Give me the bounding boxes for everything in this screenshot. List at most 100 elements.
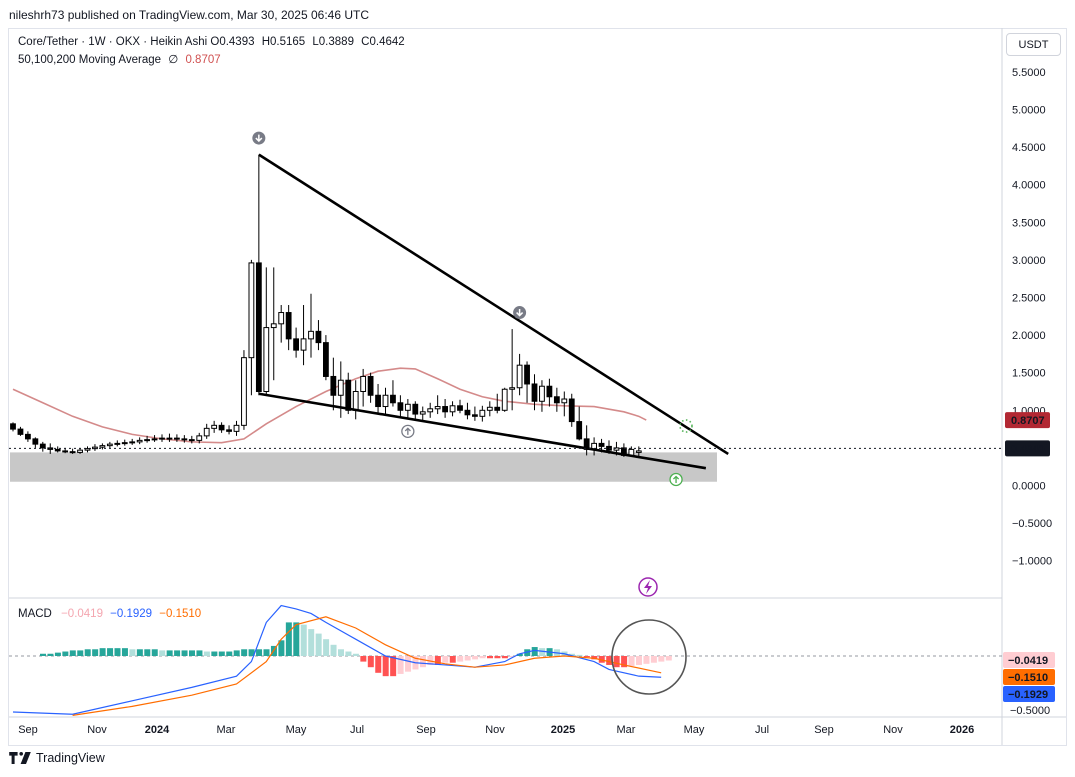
macd-hist-bar [665,656,672,661]
candle-body [315,330,322,344]
macd-hist-bar [323,639,330,656]
macd-hist-bar [136,649,143,656]
macd-hist-bar [650,656,657,663]
annotation-circle [611,619,687,695]
price-tick-label: 3.0000 [1012,255,1046,267]
time-tick-label: Nov [485,724,505,736]
close-value: C0.4642 [361,36,405,48]
macd-hist-bar [442,656,449,663]
candle-body [54,448,61,452]
macd-hist-bar [509,656,516,658]
ma-price-label: 0.8707 [1011,415,1045,427]
candle-body [472,414,478,417]
upper-trendline [258,153,729,456]
macd-hist-bar [613,656,620,668]
macd-hist-bar [583,656,590,658]
macd-axis-label: −0.1510 [1008,672,1048,684]
macd-axis-label-bg [1003,669,1055,685]
macd-line [12,604,662,715]
candle-body [464,409,471,416]
macd-hist-bar [248,649,255,656]
time-tick-label: Mar [617,724,636,736]
price-tick-label: 2.0000 [1012,330,1046,342]
macd-hist-bar [151,649,158,656]
macd-hist-bar [449,656,456,663]
candle-body [360,375,367,392]
macd-hist-bar [434,656,441,665]
candle-body [114,442,121,445]
candle-body [561,398,568,404]
macd-hist-bar [345,651,352,656]
currency-button[interactable]: USDT [1006,33,1061,56]
macd-hist-bar [360,656,367,662]
macd-hist-bar [129,649,136,656]
candle-body [367,375,374,396]
candle-body [308,330,314,340]
low-value: L0.3889 [312,36,354,48]
candle-body [278,312,285,325]
candle-body [25,433,31,440]
candle-body [382,394,389,408]
candle-body [598,442,605,447]
loading-spinner-icon [679,419,693,433]
macd-hist-bar [256,649,263,656]
macd-hist-bar [54,652,61,656]
macd-hist-bar [308,629,315,656]
macd-signal-value: −0.1510 [159,608,202,620]
price-tick-label: 4.0000 [1012,180,1046,192]
candle-body [136,439,143,443]
macd-hist-bar [367,656,374,668]
macd-hist-bar [606,656,613,665]
price-tick-label: 0.0000 [1012,481,1046,493]
time-tick-label: 2024 [145,724,170,736]
candle-body [457,405,463,411]
macd-hist-bar [315,633,322,656]
candle-body [434,406,441,410]
publisher-line: nileshrh73 published on TradingView.com,… [9,8,369,22]
candle-body [106,443,113,447]
ma-value: 0.8707 [185,54,221,66]
macd-hist-bar [338,649,344,656]
macd-hist-bar [278,640,285,656]
macd-hist-bar [92,649,99,656]
candle-body [516,364,523,389]
candle-body [233,424,240,432]
candle-body [412,403,419,415]
candle-body [613,447,620,451]
macd-hist-bar [636,656,642,665]
macd-hist-bar [658,656,665,662]
macd-hist-bar [218,651,225,656]
macd-hist-bar [226,651,233,656]
macd-hist-bar [84,649,91,656]
macd-hist-bar [62,651,69,656]
price-tick-label: 1.5000 [1012,368,1046,380]
last-price-label: 0.4940 [1011,443,1045,455]
open-value: O0.4393 [210,36,255,48]
macd-hist-bar [643,656,650,664]
price-tick-label: −1.0000 [1012,556,1052,568]
candle-body [330,375,337,396]
macd-hist-bar [464,656,471,661]
time-tick-label: May [684,724,705,736]
macd-axis-label: −0.0419 [1008,655,1048,667]
time-tick-label: Jul [350,724,364,736]
candle-body [121,442,128,445]
macd-hist-bar [539,648,546,656]
macd-hist-bar [196,650,203,656]
candle-body [241,357,247,426]
price-tick-label: 4.5000 [1012,142,1046,154]
time-tick-label: Mar [217,724,236,736]
macd-hist-bar [501,656,508,659]
candle-body [129,441,136,444]
macd-hist-bar [40,653,46,656]
candle-body [293,338,300,351]
time-tick-label: Jul [755,724,769,736]
macd-hist-bar [159,650,166,656]
macd-hist-bar [330,644,337,656]
candle-body [99,445,106,448]
candle-body [174,437,180,440]
arrow-down-icon [516,309,524,317]
candle-body [159,437,165,440]
candle-body [568,398,575,423]
candle-body [501,388,508,411]
